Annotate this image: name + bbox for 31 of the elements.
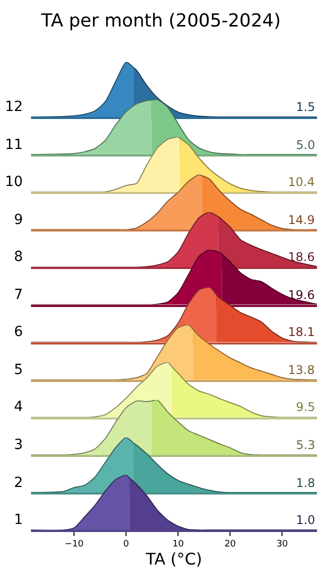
y-axis-title: 12 <box>5 99 23 115</box>
y-axis-title: 8 <box>14 249 23 265</box>
y-axis-title: 5 <box>14 362 23 378</box>
annotation: 14.9 <box>288 213 315 227</box>
x-tick-label: 10 <box>172 540 184 550</box>
chart-title: TA per month (2005-2024) <box>40 10 281 32</box>
annotation: 13.8 <box>288 363 315 377</box>
annotation: 10.4 <box>288 175 315 189</box>
annotation: 1.0 <box>296 513 316 527</box>
annotation: 1.8 <box>296 476 316 490</box>
y-axis-title: 6 <box>14 324 23 340</box>
y-axis-title: 7 <box>14 287 23 303</box>
x-tick-label: 30 <box>276 540 288 550</box>
y-axis-title: 10 <box>5 174 23 190</box>
x-axis-title: TA (°C) <box>144 550 202 569</box>
y-axis-title: 1 <box>14 512 23 528</box>
x-tick-label: 20 <box>224 540 236 550</box>
x-tick-label: −10 <box>64 540 84 550</box>
annotation: 18.6 <box>288 250 315 264</box>
annotation: 5.3 <box>296 438 316 452</box>
y-axis-title: 4 <box>14 399 23 415</box>
annotation: 9.5 <box>296 400 316 414</box>
y-axis-title: 3 <box>14 437 23 453</box>
annotation: 1.5 <box>296 100 316 114</box>
annotation: 5.0 <box>296 138 316 152</box>
y-axis-title: 2 <box>14 475 23 491</box>
y-axis-title: 11 <box>5 137 23 153</box>
y-axis-title: 9 <box>14 212 23 228</box>
annotation: 18.1 <box>288 325 315 339</box>
x-tick-label: 0 <box>123 540 130 550</box>
annotation: 19.6 <box>288 288 315 302</box>
